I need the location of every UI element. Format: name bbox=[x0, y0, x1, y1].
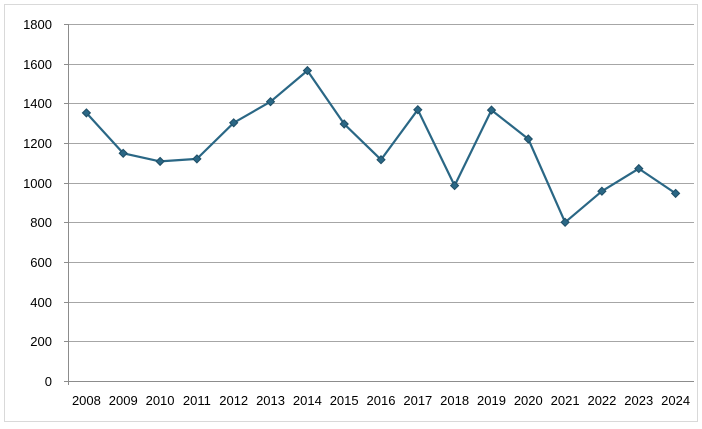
x-tick-label-2012: 2012 bbox=[219, 393, 248, 408]
data-point-2015 bbox=[339, 119, 349, 129]
x-tick-label-2013: 2013 bbox=[256, 393, 285, 408]
data-point-2013 bbox=[265, 96, 276, 107]
axes bbox=[64, 24, 694, 385]
x-tick-label-2008: 2008 bbox=[72, 393, 101, 408]
y-tick-label-1200: 1200 bbox=[23, 136, 52, 151]
series-line-0 bbox=[85, 69, 677, 224]
x-tick-label-2018: 2018 bbox=[440, 393, 469, 408]
data-point-2009 bbox=[118, 148, 128, 159]
data-point-2017 bbox=[413, 104, 423, 115]
x-tick-label-2017: 2017 bbox=[403, 393, 432, 408]
x-tick-label-2010: 2010 bbox=[146, 393, 175, 408]
y-tick-label-400: 400 bbox=[30, 295, 52, 310]
y-tick-label-800: 800 bbox=[30, 215, 52, 230]
x-tick-label-2019: 2019 bbox=[477, 393, 506, 408]
data-point-2022 bbox=[597, 186, 607, 196]
y-axis-tick-labels: 0 200 400 600 800 1000 1200 1400 1600 1800 bbox=[23, 17, 52, 389]
x-tick-label-2021: 2021 bbox=[551, 393, 580, 408]
data-point-2010 bbox=[155, 156, 165, 167]
y-tick-label-200: 200 bbox=[30, 334, 52, 349]
x-tick-label-2020: 2020 bbox=[514, 393, 543, 408]
y-tick-label-600: 600 bbox=[30, 255, 52, 270]
chart-frame bbox=[4, 4, 698, 422]
data-point-2018 bbox=[449, 180, 460, 191]
y-tick-label-1800: 1800 bbox=[23, 17, 52, 32]
y-tick-label-1400: 1400 bbox=[23, 96, 52, 111]
x-tick-label-2009: 2009 bbox=[109, 393, 138, 408]
y-tick-label-1000: 1000 bbox=[23, 176, 52, 191]
gridlines bbox=[68, 24, 694, 342]
data-point-2012 bbox=[228, 118, 239, 128]
data-point-markers bbox=[81, 65, 681, 228]
data-point-2024 bbox=[670, 188, 681, 199]
series-group bbox=[85, 69, 677, 224]
x-tick-label-2023: 2023 bbox=[624, 393, 653, 408]
data-point-2014 bbox=[302, 65, 313, 76]
data-point-2020 bbox=[523, 134, 534, 144]
x-axis-tick-labels: 2008 2009 2010 2011 2012 2013 2014 2015 2016 2017… bbox=[72, 393, 690, 408]
data-point-2008 bbox=[81, 108, 92, 118]
x-tick-label-2024: 2024 bbox=[661, 393, 690, 408]
data-point-2016 bbox=[376, 154, 386, 165]
x-tick-label-2022: 2022 bbox=[587, 393, 616, 408]
data-point-2011 bbox=[192, 154, 202, 164]
x-tick-label-2016: 2016 bbox=[367, 393, 396, 408]
y-tick-label-1600: 1600 bbox=[23, 57, 52, 72]
x-tick-label-2015: 2015 bbox=[330, 393, 359, 408]
x-tick-label-2011: 2011 bbox=[183, 393, 211, 408]
x-tick-label-2014: 2014 bbox=[293, 393, 322, 408]
data-point-2023 bbox=[634, 163, 644, 174]
y-tick-label-0: 0 bbox=[45, 374, 52, 389]
data-point-2019 bbox=[486, 105, 497, 115]
data-point-2021 bbox=[560, 217, 570, 228]
